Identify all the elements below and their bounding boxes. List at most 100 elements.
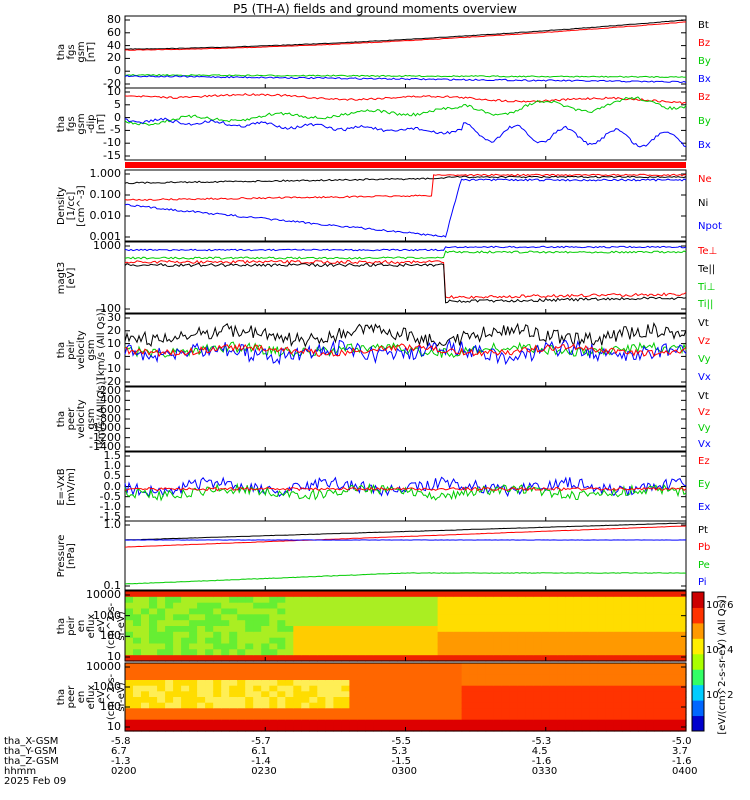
spectrogram-cell (341, 591, 350, 598)
spectrogram-cell (405, 596, 415, 604)
spectrogram-cell (581, 614, 591, 621)
spectrogram-cell (678, 691, 687, 698)
spectrogram-cell (165, 596, 174, 604)
spectrogram-cell (341, 614, 350, 621)
spectrogram-cell (205, 655, 214, 662)
spectrogram-cell (189, 591, 198, 598)
spectrogram-cell (197, 725, 206, 732)
spectrogram-cell (629, 680, 639, 687)
y-tick-label: 10 (107, 85, 121, 98)
spectrogram-cell (405, 663, 415, 670)
spectrogram-cell (653, 643, 663, 650)
spectrogram-cell (645, 637, 655, 645)
spectrogram-cell (453, 596, 463, 604)
spectrogram-cell (565, 702, 575, 709)
spectrogram-cell (629, 608, 639, 615)
spectrogram-cell (605, 697, 615, 704)
spectrogram-cell (445, 668, 455, 675)
spectrogram-cell (413, 708, 423, 715)
spectrogram-cell (557, 596, 567, 604)
spectrogram-cell (397, 655, 407, 662)
spectrogram-cell (517, 674, 527, 681)
spectrogram-cell (413, 697, 423, 704)
spectrogram-cell (621, 591, 631, 598)
spectrogram-cell (437, 608, 447, 615)
y-tick-label: 20 (107, 323, 121, 337)
spectrogram-cell (557, 691, 567, 698)
spectrogram-cell (293, 620, 302, 627)
spectrogram-cell (293, 708, 302, 715)
spectrogram-cell (413, 719, 423, 726)
spectrogram-cell (581, 708, 591, 715)
spectrogram-cell (461, 655, 471, 662)
spectrogram-cell (621, 626, 631, 633)
spectrogram-cell (589, 631, 599, 639)
spectrogram-cell (173, 680, 182, 687)
spectrogram-cell (653, 668, 663, 675)
spectrogram-cell (637, 697, 647, 704)
spectrogram-cell (541, 614, 551, 621)
y-tick-label: -1000 (89, 421, 121, 435)
spectrogram-cell (597, 668, 607, 675)
spectrogram-cell (301, 719, 310, 726)
spectrogram-cell (605, 674, 615, 681)
spectrogram-cell (613, 663, 623, 670)
spectrogram-cell (397, 631, 407, 639)
spectrogram-cell (605, 626, 615, 633)
spectrogram-cell (565, 620, 575, 627)
spectrogram-cell (605, 708, 615, 715)
spectrogram-cell (477, 691, 487, 698)
spectrogram-cell (245, 608, 254, 615)
spectrogram-cell (429, 655, 439, 662)
spectrogram-cell (461, 614, 471, 621)
spectrogram-cell (413, 614, 423, 621)
spectrogram-cell (549, 708, 559, 715)
spectrogram-cell (173, 674, 182, 681)
spectrogram-cell (389, 591, 399, 598)
spectrogram-cell (309, 596, 318, 604)
spectrogram-cell (485, 626, 495, 633)
spectrogram-cell (253, 614, 262, 621)
spectrogram-cell (525, 608, 535, 615)
spectrogram-cell (205, 697, 214, 704)
spectrogram-cell (549, 697, 559, 704)
y-tick-label: 30 (107, 311, 121, 324)
spectrogram-cell (357, 649, 366, 656)
spectrogram-cell (541, 702, 551, 709)
spectrogram-cell (229, 649, 238, 656)
spectrogram-cell (389, 691, 399, 698)
spectrogram-cell (509, 614, 519, 621)
spectrogram-cell (397, 668, 407, 675)
spectrogram-cell (205, 708, 214, 715)
spectrogram-cell (261, 680, 270, 687)
spectrogram-cell (662, 714, 671, 721)
spectrogram-cell (397, 614, 407, 621)
spectrogram-cell (125, 614, 134, 621)
spectrogram-cell (509, 674, 519, 681)
spectrogram-cell (565, 680, 575, 687)
spectrogram-cell (493, 614, 503, 621)
x-tick-label: 3.7 (672, 746, 688, 757)
spectrogram-cell (149, 620, 158, 627)
spectrogram-cell (453, 620, 463, 627)
spectrogram-cell (365, 691, 374, 698)
spectrogram-cell (261, 714, 270, 721)
spectrogram-cell (549, 668, 559, 675)
spectrogram-cell (229, 663, 238, 670)
spectrogram-cell (141, 649, 150, 656)
spectrogram-cell (445, 602, 455, 610)
spectrogram-cell (189, 708, 198, 715)
spectrogram-cell (141, 674, 150, 681)
spectrogram-cell (469, 719, 479, 726)
spectrogram-cell (229, 708, 238, 715)
spectrogram-cell (165, 620, 174, 627)
spectrogram-cell (621, 620, 631, 627)
legend-entry: Npot (698, 221, 722, 233)
y-axis-label: tha peer velocity gsm [km/s (All Qs)] (56, 377, 107, 449)
spectrogram-cell (293, 685, 302, 692)
spectrogram-cell (581, 596, 591, 604)
spectrogram-cell (341, 602, 350, 610)
spectrogram-cell (213, 631, 222, 639)
spectrogram-cell (245, 725, 254, 732)
spectrogram-cell (605, 702, 615, 709)
